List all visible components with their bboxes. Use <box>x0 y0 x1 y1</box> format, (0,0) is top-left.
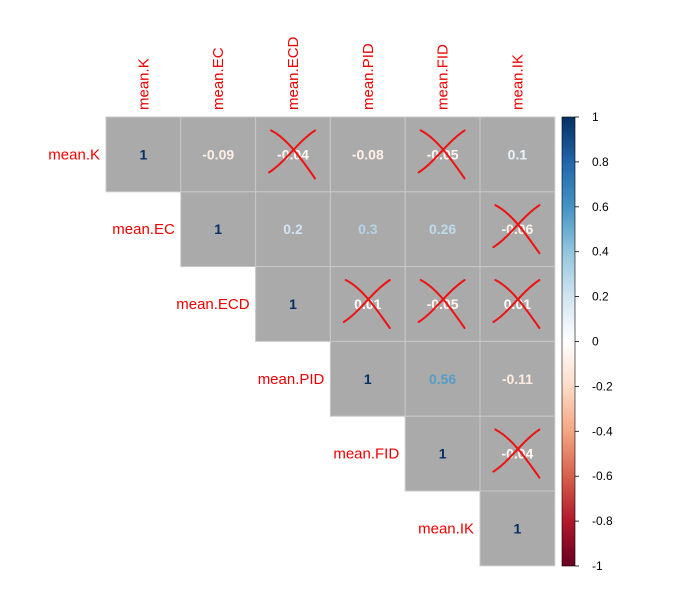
colorbar-tick-label: 0.4 <box>592 245 609 259</box>
value-label: 1 <box>214 221 222 237</box>
colorbar-gradient <box>561 116 576 567</box>
row-label: mean.IK <box>418 520 474 537</box>
value-label: 0.3 <box>358 221 378 237</box>
value-label: 1 <box>289 296 297 312</box>
cell-mean.PID-mean.PID <box>329 340 406 417</box>
colorbar-tick-label: 1 <box>592 110 599 124</box>
colorbar-ticks: 1 0.8 0.6 0.4 0.2 0 -0.2 -0.4 -0.6 -0.8 -1 <box>575 110 613 573</box>
cell-mean.K-mean.K <box>105 116 182 193</box>
colorbar-tick-label: 0.6 <box>592 200 609 214</box>
colorbar-tick-label: -0.4 <box>592 424 613 438</box>
cross-out-marks <box>268 129 541 479</box>
value-label: 0.2 <box>283 221 303 237</box>
colorbar-tick-label: 0.2 <box>592 290 609 304</box>
cell-mean.ECD-mean.ECD <box>255 266 331 342</box>
colorbar-tick-label: -0.8 <box>592 514 613 528</box>
colorbar-tick-label: -1 <box>592 559 603 573</box>
cross-out-stroke <box>492 428 541 473</box>
cell-mean.K-mean.PID <box>329 116 406 193</box>
cell-mean.K-mean.FID <box>404 116 481 193</box>
value-label: 0.1 <box>508 146 528 162</box>
cross-out-stroke <box>417 279 466 323</box>
value-label: 1 <box>140 146 148 162</box>
cell-mean.FID-mean.FID <box>404 415 481 492</box>
value-label: 1 <box>514 520 522 536</box>
cross-out-stroke <box>342 279 391 323</box>
cross-out-stroke <box>492 204 541 249</box>
colorbar-tick-label: 0 <box>592 335 599 349</box>
cell-mean.K-mean.EC <box>180 116 257 193</box>
cell-mean.PID-mean.FID <box>404 340 481 417</box>
value-label: 1 <box>439 446 447 462</box>
cross-out-stroke <box>492 279 541 323</box>
cell-mean.EC-mean.FID <box>404 191 481 268</box>
row-label: mean.K <box>48 146 100 163</box>
cross-out-stroke <box>417 129 466 174</box>
column-label: mean.K <box>135 58 152 110</box>
column-label: mean.EC <box>210 47 227 110</box>
cell-mean.ECD-mean.PID <box>329 266 406 342</box>
colorbar: 1 0.8 0.6 0.4 0.2 0 -0.2 -0.4 -0.6 -0.8 -1 <box>561 110 613 573</box>
colorbar-tick-label: 0.8 <box>592 155 609 169</box>
column-label: mean.ECD <box>285 36 302 110</box>
cell-mean.IK-mean.IK <box>479 490 556 567</box>
row-label: mean.PID <box>258 371 325 388</box>
cross-out-stroke <box>268 129 316 174</box>
value-label: 1 <box>364 371 372 387</box>
cell-mean.PID-mean.IK <box>479 340 556 417</box>
cell-mean.EC-mean.IK <box>479 191 556 268</box>
cell-mean.K-mean.ECD <box>255 116 331 193</box>
value-label: -0.11 <box>502 371 533 387</box>
cell-mean.EC-mean.ECD <box>255 191 331 268</box>
row-label: mean.FID <box>333 446 399 463</box>
row-label: mean.EC <box>112 221 175 238</box>
cell-mean.ECD-mean.IK <box>479 266 556 342</box>
colorbar-tick-label: -0.2 <box>592 379 613 393</box>
column-label: mean.FID <box>435 44 452 110</box>
cell-mean.FID-mean.IK <box>479 415 556 492</box>
cell-mean.K-mean.IK <box>479 116 556 193</box>
value-label: -0.08 <box>352 146 384 162</box>
column-labels: mean.K mean.EC mean.ECD mean.PID mean.FID mea… <box>135 36 526 110</box>
row-labels: mean.K mean.EC mean.ECD mean.PID mean.FID mea… <box>48 146 474 537</box>
value-label: -0.09 <box>202 146 234 162</box>
row-label: mean.ECD <box>176 296 250 313</box>
value-label: 0.26 <box>429 221 456 237</box>
colorbar-tick-label: -0.6 <box>592 469 613 483</box>
column-label: mean.PID <box>360 43 377 110</box>
column-label: mean.IK <box>509 54 526 110</box>
cell-mean.ECD-mean.FID <box>404 266 481 342</box>
value-label: 0.56 <box>429 371 456 387</box>
cell-mean.EC-mean.EC <box>180 191 257 268</box>
matrix-cells <box>105 116 556 567</box>
